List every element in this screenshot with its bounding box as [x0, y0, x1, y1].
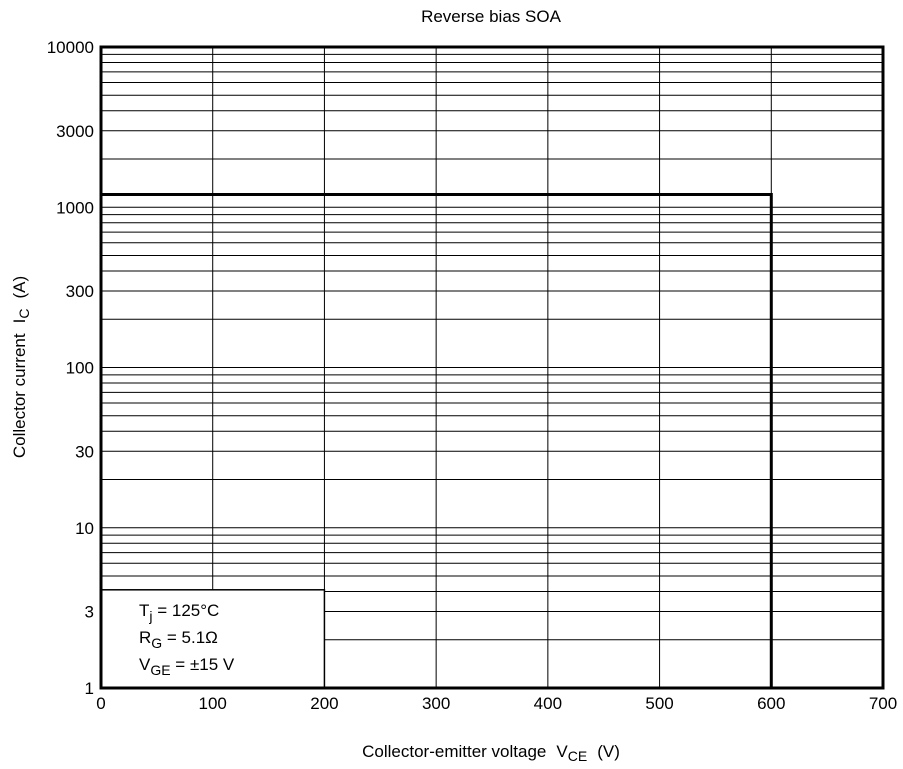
y-tick-label: 3000 [56, 122, 94, 141]
condition-symbol: R [139, 628, 151, 647]
y-tick-label: 10000 [47, 38, 94, 57]
condition-subscript: GE [150, 662, 170, 678]
condition-2: RG = 5.1Ω [139, 628, 218, 651]
x-tick-label: 700 [869, 694, 897, 713]
y-axis-subscript: C [16, 309, 32, 319]
condition-value: = 125°C [153, 601, 220, 620]
condition-symbol: V [139, 655, 151, 674]
condition-value: = 5.1Ω [162, 628, 218, 647]
condition-box-frame [100, 589, 326, 689]
x-tick-label: 400 [534, 694, 562, 713]
series-layer [101, 193, 773, 688]
y-tick-label: 30 [75, 442, 94, 461]
plot-frame [99, 45, 885, 690]
y-axis-title-main: Collector current [10, 333, 29, 458]
condition-subscript: G [151, 635, 162, 651]
condition-subscript: j [148, 608, 152, 624]
y-tick-label: 3 [85, 603, 94, 622]
x-tick-label: 0 [96, 694, 105, 713]
y-axis-unit: (A) [10, 276, 29, 299]
x-tick-labels: 0 100 200 300 400 500 600 700 [96, 694, 897, 713]
x-axis-subscript: CE [568, 748, 587, 764]
x-axis-title: Collector-emitter voltage VCE (V) [362, 742, 620, 764]
y-tick-label: 100 [66, 359, 94, 378]
x-tick-label: 500 [645, 694, 673, 713]
y-tick-label: 1000 [56, 198, 94, 217]
x-tick-label: 600 [757, 694, 785, 713]
x-tick-label: 100 [199, 694, 227, 713]
y-tick-label: 1 [85, 679, 94, 698]
x-axis-symbol: V [556, 742, 568, 761]
condition-3: VGE = ±15 V [139, 655, 235, 678]
chart-title: Reverse bias SOA [421, 7, 561, 26]
x-axis-title-main: Collector-emitter voltage [362, 742, 546, 761]
soa-boundary-line [101, 193, 773, 688]
y-tick-label: 10 [75, 519, 94, 538]
plot-border [99, 45, 885, 690]
x-axis-unit: (V) [597, 742, 620, 761]
condition-value: = ±15 V [171, 655, 235, 674]
x-tick-label: 200 [310, 694, 338, 713]
y-tick-labels: 1 3 10 30 100 300 1000 3000 10000 [47, 38, 94, 698]
y-axis-title: Collector current IC (A) [10, 276, 32, 458]
y-axis-symbol: I [10, 319, 29, 324]
condition-symbol: T [139, 601, 149, 620]
x-tick-label: 300 [422, 694, 450, 713]
y-tick-label: 300 [66, 282, 94, 301]
condition-1: Tj = 125°C [139, 601, 219, 624]
